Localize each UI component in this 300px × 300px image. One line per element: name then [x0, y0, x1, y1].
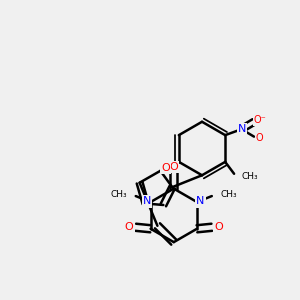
- Text: O⁻: O⁻: [254, 115, 266, 125]
- Text: N: N: [196, 196, 205, 206]
- Text: O: O: [125, 222, 134, 232]
- Text: O: O: [161, 163, 170, 173]
- Text: O: O: [214, 222, 223, 232]
- Text: N: N: [143, 196, 151, 206]
- Text: N: N: [238, 124, 246, 134]
- Text: CH₃: CH₃: [111, 190, 128, 199]
- Text: CH₃: CH₃: [242, 172, 258, 181]
- Text: O: O: [169, 162, 178, 172]
- Text: CH₃: CH₃: [220, 190, 237, 199]
- Text: O: O: [256, 133, 263, 143]
